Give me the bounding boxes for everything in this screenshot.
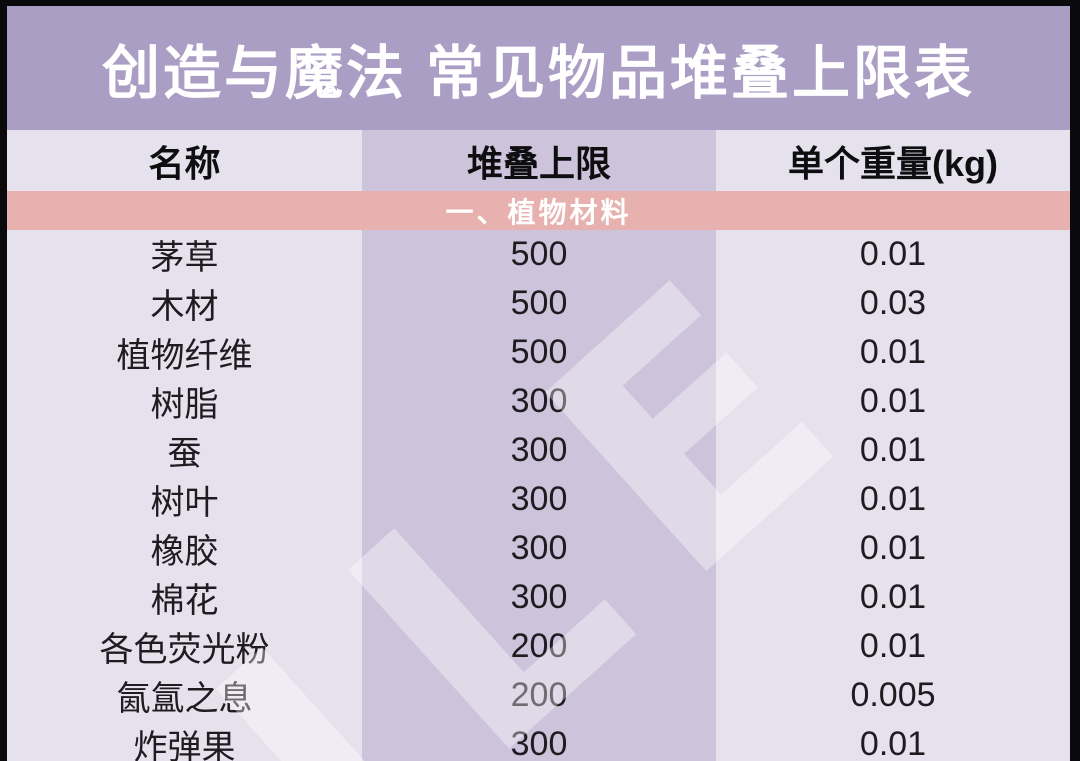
table-body: 茅草 500 0.01 木材 500 0.03 植物纤维 500 0.01 树脂… (7, 230, 1070, 761)
cell-item-name: 树脂 (150, 386, 219, 424)
cell-stack-limit: 500 (510, 333, 568, 371)
cell-unit-weight: 0.01 (859, 382, 927, 420)
cell-stack-limit: 300 (510, 725, 568, 761)
cell-unit-weight: 0.01 (859, 431, 927, 469)
table-row: 树叶 300 0.01 (7, 475, 1070, 524)
cell-stack-limit: 300 (510, 382, 568, 420)
cell-item-name: 蚕 (167, 435, 202, 473)
cell-stack-limit: 500 (510, 235, 568, 273)
cell-item-name: 茅草 (150, 239, 219, 277)
table-row: 炸弹果 300 0.01 (7, 720, 1070, 761)
title-bar: 创造与魔法 常见物品堆叠上限表 (7, 6, 1070, 130)
cell-unit-weight: 0.01 (859, 235, 927, 273)
table-row: 木材 500 0.03 (7, 279, 1070, 328)
cell-stack-limit: 200 (510, 676, 568, 714)
header-cell-unit-weight: 单个重量(kg) (788, 142, 998, 184)
column-background-name (7, 130, 362, 761)
cell-unit-weight: 0.01 (859, 725, 927, 761)
table-row: 棉花 300 0.01 (7, 573, 1070, 622)
cell-item-name: 氤氲之息 (116, 680, 253, 718)
column-background-unit-weight (716, 130, 1070, 761)
page-title: 创造与魔法 常见物品堆叠上限表 (101, 41, 976, 106)
table-row: 橡胶 300 0.01 (7, 524, 1070, 573)
cell-item-name: 各色荧光粉 (99, 631, 270, 669)
column-background-stack-limit (362, 130, 716, 761)
cell-item-name: 橡胶 (150, 533, 219, 571)
cell-unit-weight: 0.01 (859, 578, 927, 616)
table-header-row: 名称 堆叠上限 单个重量(kg) (7, 130, 1070, 191)
cell-unit-weight: 0.01 (859, 529, 927, 567)
cell-item-name: 棉花 (150, 582, 219, 620)
cell-stack-limit: 200 (510, 627, 568, 665)
table-row: 茅草 500 0.01 (7, 230, 1070, 279)
cell-stack-limit: 300 (510, 480, 568, 518)
cell-item-name: 炸弹果 (133, 729, 236, 761)
table-row: 植物纤维 500 0.01 (7, 328, 1070, 377)
cell-item-name: 木材 (150, 288, 219, 326)
cell-item-name: 树叶 (150, 484, 219, 522)
table-area: 创造与魔法 常见物品堆叠上限表 名称 堆叠上限 单个重量(kg) 一、植物材料 … (7, 6, 1070, 761)
section-header-label: 一、植物材料 (445, 196, 632, 228)
cell-stack-limit: 300 (510, 578, 568, 616)
cell-unit-weight: 0.005 (850, 676, 936, 714)
column-backgrounds (7, 130, 1070, 761)
section-header: 一、植物材料 (7, 191, 1070, 230)
cell-stack-limit: 500 (510, 284, 568, 322)
cell-unit-weight: 0.01 (859, 333, 927, 371)
table-row: 蚕 300 0.01 (7, 426, 1070, 475)
cell-stack-limit: 300 (510, 431, 568, 469)
cell-unit-weight: 0.03 (859, 284, 927, 322)
cell-unit-weight: 0.01 (859, 480, 927, 518)
cell-unit-weight: 0.01 (859, 627, 927, 665)
table-row: 氤氲之息 200 0.005 (7, 671, 1070, 720)
cell-item-name: 植物纤维 (116, 337, 253, 375)
header-cell-stack-limit: 堆叠上限 (466, 142, 611, 184)
cell-stack-limit: 300 (510, 529, 568, 567)
header-cell-name: 名称 (148, 142, 221, 184)
table-row: 各色荧光粉 200 0.01 (7, 622, 1070, 671)
table-row: 树脂 300 0.01 (7, 377, 1070, 426)
